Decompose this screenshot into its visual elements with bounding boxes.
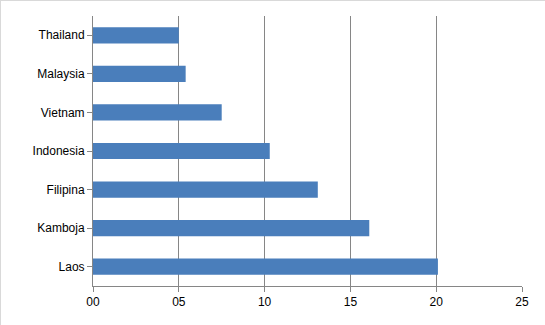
svg-text:20: 20 — [430, 295, 444, 309]
svg-text:Indonesia: Indonesia — [33, 144, 85, 158]
svg-text:Vietnam: Vietnam — [41, 106, 85, 120]
svg-text:Laos: Laos — [59, 260, 85, 274]
svg-text:25: 25 — [515, 295, 529, 309]
svg-text:10: 10 — [258, 295, 272, 309]
svg-text:Thailand: Thailand — [39, 28, 85, 42]
svg-text:15: 15 — [344, 295, 358, 309]
svg-text:00: 00 — [86, 295, 100, 309]
svg-text:Malaysia: Malaysia — [37, 67, 85, 81]
svg-text:Filipina: Filipina — [47, 183, 85, 197]
svg-text:Kamboja: Kamboja — [37, 221, 85, 235]
svg-text:05: 05 — [172, 295, 186, 309]
